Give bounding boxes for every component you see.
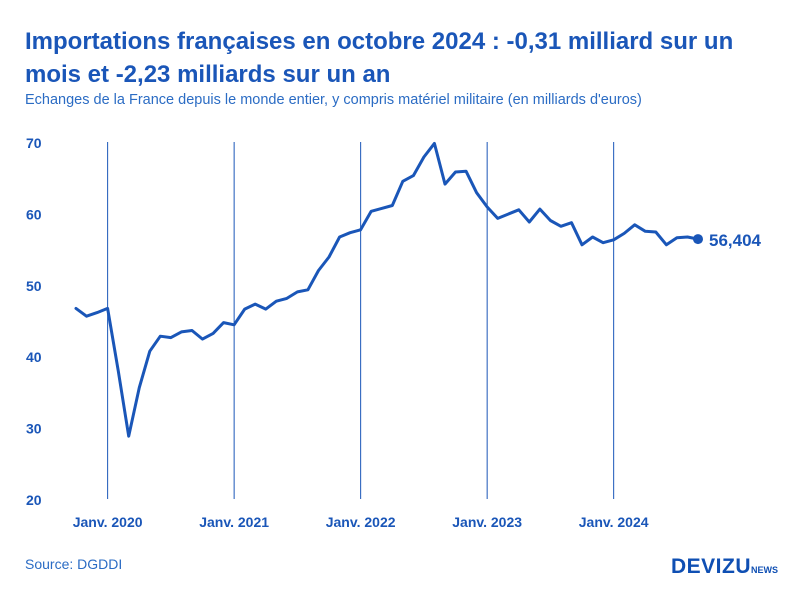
logo-main-text: DEVIZU xyxy=(670,555,751,578)
x-tick-label: Janv. 2021 xyxy=(199,514,269,530)
y-tick-label: 60 xyxy=(26,206,42,222)
chart-title: Importations françaises en octobre 2024 … xyxy=(25,28,734,88)
series-group: 56,404 xyxy=(74,141,762,438)
devizu-logo: DEVIZUNEWS xyxy=(671,555,778,579)
x-tick-label: Janv. 2024 xyxy=(579,514,649,530)
year-marker-lines xyxy=(107,142,615,499)
x-tick-label: Janv. 2022 xyxy=(326,514,396,530)
y-tick-label: 50 xyxy=(26,278,42,294)
x-axis: Janv. 2020 Janv. 2021 Janv. 2022 Janv. 2023… xyxy=(73,514,649,530)
logo-sub-text: NEWS xyxy=(751,565,778,575)
y-tick-label: 40 xyxy=(26,349,42,365)
source-note: Source: DGDDI xyxy=(25,556,123,572)
y-tick-label: 20 xyxy=(26,492,42,508)
x-tick-label: Janv. 2020 xyxy=(73,514,143,530)
y-tick-label: 70 xyxy=(26,135,42,151)
y-tick-label: 30 xyxy=(26,421,42,437)
last-value-label: 56,404 xyxy=(709,231,762,250)
last-point-marker xyxy=(693,234,703,245)
chart-subtitle: Echanges de la France depuis le monde en… xyxy=(25,92,642,108)
y-axis: 20 30 40 50 60 70 xyxy=(26,135,42,508)
x-tick-label: Janv. 2023 xyxy=(452,514,522,530)
series-line-importations xyxy=(74,141,700,438)
